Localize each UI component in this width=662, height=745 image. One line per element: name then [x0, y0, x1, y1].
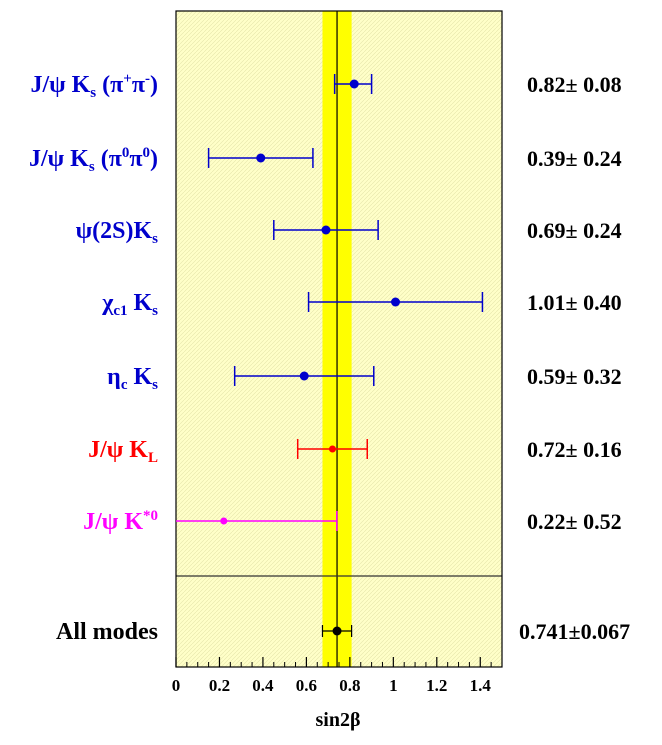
mode-label-4: ηc Ks — [107, 364, 158, 393]
mode-label-part: 0 — [122, 145, 130, 161]
tick-label-3: 0.6 — [296, 676, 317, 695]
mode-label-part: (π — [95, 146, 122, 172]
value-label-1: 0.39± 0.24 — [527, 146, 622, 171]
mode-label-part: 0 — [143, 145, 151, 161]
mode-label-6: J/ψ K*0 — [83, 508, 158, 535]
mode-label-part: ψ(2S)K — [76, 218, 153, 244]
tick-label-2: 0.4 — [252, 676, 274, 695]
tick-label-1: 0.2 — [209, 676, 230, 695]
value-label-4: 0.59± 0.32 — [527, 364, 622, 389]
data-point-6 — [220, 517, 228, 525]
mode-label-1: J/ψ Ks (π0π0) — [29, 145, 158, 175]
value-label-2: 0.69± 0.24 — [527, 218, 622, 243]
mode-label-part: π — [129, 146, 142, 172]
mode-label-part: - — [145, 71, 150, 87]
mode-label-3: χc1 Ks — [101, 290, 158, 319]
value-label-6: 0.22± 0.52 — [527, 509, 622, 534]
mode-label-0: J/ψ Ks (π+π-) — [30, 71, 158, 101]
tick-label-5: 1 — [389, 676, 398, 695]
plot-area — [175, 10, 503, 668]
x-axis: 0 0.2 0.4 0.6 0.8 1 1.2 1.4 — [172, 657, 492, 695]
data-point-1 — [256, 153, 266, 163]
value-label-7: 0.741±0.067 — [519, 619, 630, 644]
mode-label-part: s — [152, 377, 158, 393]
mode-label-part: ) — [150, 72, 158, 98]
mode-label-part: + — [123, 71, 132, 87]
mode-label-7: All modes — [56, 619, 158, 645]
value-label-3: 1.01± 0.40 — [527, 290, 622, 315]
data-point-4 — [299, 371, 309, 381]
mode-label-part: J/ψ K — [88, 437, 148, 463]
data-point-5 — [328, 445, 336, 453]
mode-label-part: ) — [150, 146, 158, 172]
mode-label-part: s — [90, 85, 96, 101]
tick-label-0: 0 — [172, 676, 181, 695]
mode-label-part: c1 — [113, 303, 127, 319]
mode-label-part: s — [152, 231, 158, 247]
tick-label-4: 0.8 — [339, 676, 360, 695]
data-point-3 — [391, 297, 401, 307]
value-labels: 0.82± 0.08 0.39± 0.24 0.69± 0.24 1.01± 0.40… — [519, 72, 630, 644]
mode-label-part: c — [121, 377, 128, 393]
data-point-0 — [349, 79, 359, 89]
mode-label-part: (π — [96, 72, 123, 98]
mode-label-part: J/ψ K — [29, 146, 89, 172]
data-point-2 — [321, 225, 331, 235]
mode-label-part: L — [148, 450, 158, 466]
mode-label-part: All modes — [56, 619, 158, 645]
mode-label-5: J/ψ KL — [88, 437, 158, 466]
mode-label-part: K — [127, 290, 152, 316]
mode-label-part: J/ψ K — [83, 509, 143, 535]
mode-label-part: *0 — [143, 508, 158, 524]
data-point-7 — [332, 626, 342, 636]
mode-label-part: s — [89, 159, 95, 175]
mode-label-part: K — [127, 364, 152, 390]
mode-label-part: η — [107, 364, 121, 390]
mode-label-part: s — [152, 303, 158, 319]
tick-label-7: 1.4 — [470, 676, 492, 695]
tick-label-6: 1.2 — [426, 676, 447, 695]
mode-label-part: χ — [101, 290, 114, 316]
x-axis-title: sin2β — [316, 709, 361, 731]
mode-label-part: J/ψ K — [30, 72, 90, 98]
value-label-5: 0.72± 0.16 — [527, 437, 622, 462]
mode-label-2: ψ(2S)Ks — [76, 218, 159, 247]
mode-label-part: π — [132, 72, 145, 98]
value-label-0: 0.82± 0.08 — [527, 72, 622, 97]
